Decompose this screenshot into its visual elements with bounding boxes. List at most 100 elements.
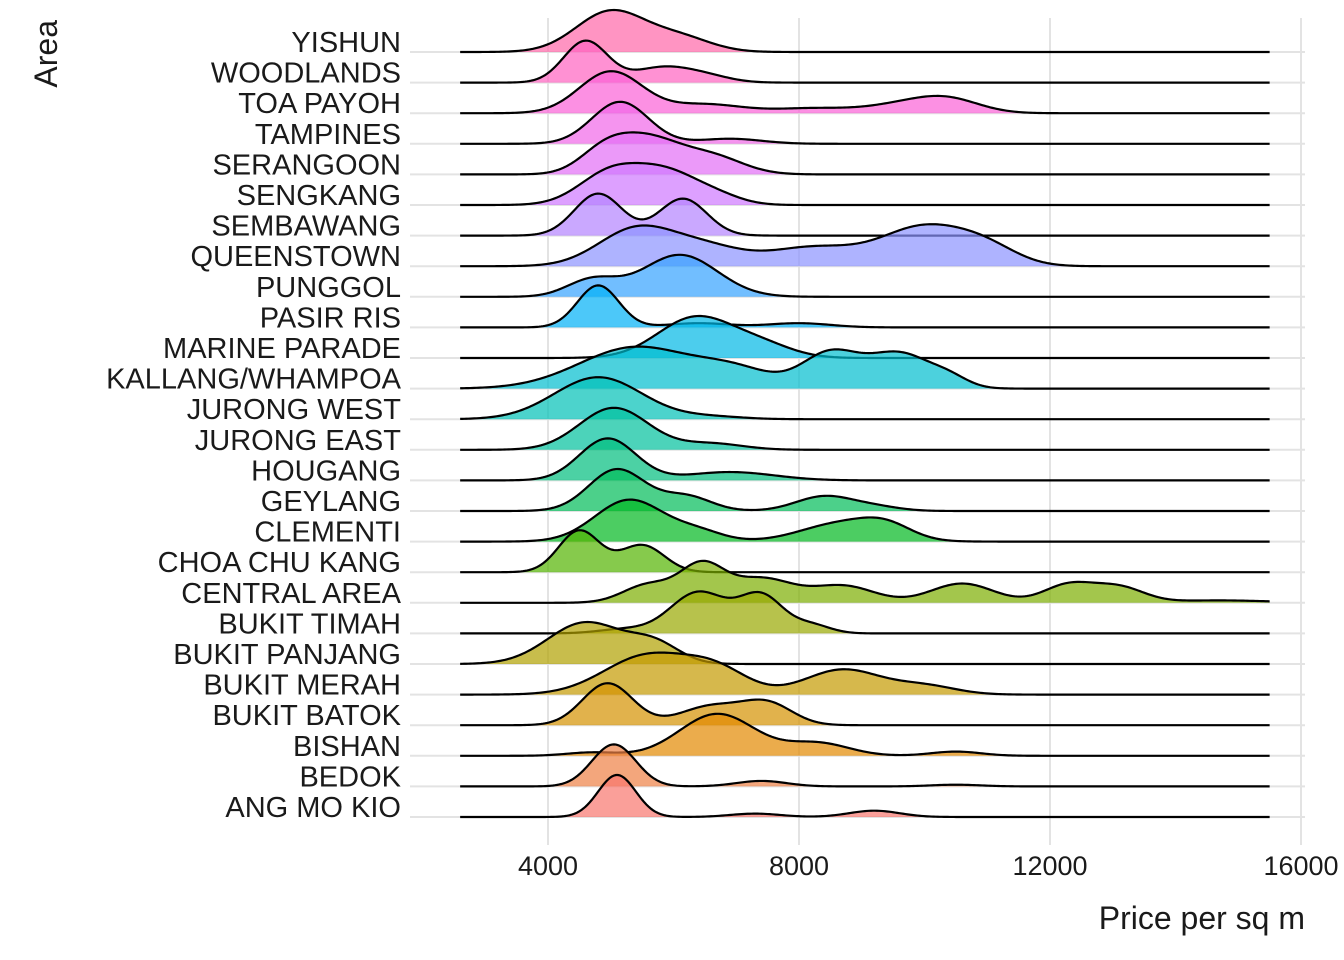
category-label: HOUGANG [251, 455, 401, 487]
ridge-area [460, 346, 1270, 389]
ridge-outline [460, 253, 1270, 298]
ridge-area [460, 407, 1270, 450]
ridge-bukit-panjang [460, 620, 1270, 666]
y-axis-title: Area [28, 20, 64, 88]
x-tick-label: 4000 [518, 851, 578, 881]
ridge-ang-mo-kio [460, 773, 1270, 819]
ridge-area [460, 469, 1270, 511]
ridge-outline [460, 284, 1270, 329]
ridge-hougang [460, 437, 1270, 482]
ridge-area [460, 499, 1270, 542]
ridge-area [460, 530, 1270, 573]
ridge-bukit-merah [460, 651, 1270, 696]
ridge-outline [460, 100, 1270, 145]
category-label: ANG MO KIO [225, 792, 401, 824]
ridge-outline [460, 70, 1270, 115]
ridge-outline [460, 192, 1270, 237]
ridge-jurong-east [460, 406, 1270, 451]
category-label: GEYLANG [261, 486, 401, 518]
category-label: SERANGOON [212, 149, 401, 181]
category-label: SENGKANG [237, 180, 401, 212]
ridge-area [460, 683, 1270, 726]
ridge-choa-chu-kang [460, 529, 1270, 574]
ridge-outline [460, 406, 1270, 451]
ridge-outline [460, 437, 1270, 482]
category-label: KALLANG/WHAMPOA [106, 364, 402, 396]
category-label: TAMPINES [255, 119, 401, 151]
ridge-area [460, 193, 1270, 236]
category-label: MARINE PARADE [163, 333, 401, 365]
ridge-area [460, 591, 1270, 634]
category-label: CHOA CHU KANG [158, 547, 401, 579]
ridge-bukit-batok [460, 682, 1270, 727]
ridge-toa-payoh [460, 70, 1270, 115]
ridge-outline [460, 467, 1270, 513]
x-tick-label: 16000 [1263, 851, 1338, 881]
ridge-area [460, 652, 1270, 695]
ridge-bishan [460, 712, 1270, 757]
ridge-area [460, 71, 1270, 114]
ridge-outline [460, 345, 1270, 390]
ridge-area [460, 744, 1270, 787]
ridge-area [460, 438, 1270, 481]
ridge-area [460, 775, 1270, 817]
ridge-kallang-whampoa [460, 345, 1270, 390]
ridge-area [460, 622, 1270, 664]
category-label: BUKIT MERAH [203, 670, 401, 702]
ridge-geylang [460, 467, 1270, 513]
x-tick-label: 8000 [769, 851, 829, 881]
category-label: JURONG WEST [187, 394, 402, 426]
ridge-outline [460, 682, 1270, 727]
category-label: BUKIT TIMAH [218, 608, 401, 640]
ridge-area [460, 10, 1270, 52]
ridge-outline [460, 712, 1270, 757]
ridge-outline [460, 8, 1270, 54]
ridge-outline [460, 131, 1270, 176]
category-label: PUNGGOL [256, 272, 401, 304]
ridge-outline [460, 651, 1270, 696]
ridge-area [460, 377, 1270, 420]
ridge-jurong-west [460, 376, 1270, 421]
ridge-outline [460, 620, 1270, 666]
ridge-pasir-ris [460, 284, 1270, 329]
category-label: BUKIT BATOK [212, 700, 401, 732]
category-label: BEDOK [299, 761, 401, 793]
ridge-outline [460, 376, 1270, 421]
ridge-outline [460, 39, 1270, 84]
ridge-clementi [460, 498, 1270, 543]
ridge-sembawang [460, 192, 1270, 237]
ridge-serangoon [460, 131, 1270, 176]
ridge-area [460, 224, 1270, 267]
ridge-outline [460, 498, 1270, 543]
ridge-outline [460, 529, 1270, 574]
category-label: CLEMENTI [254, 517, 401, 549]
category-label: BISHAN [293, 731, 401, 763]
category-label: CENTRAL AREA [181, 578, 401, 610]
ridge-outline [460, 559, 1270, 604]
category-label: YISHUN [291, 27, 401, 59]
ridge-bedok [460, 743, 1270, 788]
category-label: TOA PAYOH [238, 88, 401, 120]
ridge-outline [460, 223, 1270, 268]
x-tick-label: 12000 [1012, 851, 1087, 881]
ridge-area [460, 163, 1270, 205]
category-label: WOODLANDS [211, 58, 401, 90]
category-label: JURONG EAST [195, 425, 402, 457]
category-label: PASIR RIS [260, 302, 401, 334]
ridge-area [460, 101, 1270, 144]
ridge-area [460, 713, 1270, 756]
ridge-central-area [460, 559, 1270, 604]
category-label: SEMBAWANG [211, 211, 401, 243]
ridge-layer [460, 8, 1270, 819]
x-axis-title: Price per sq m [1099, 900, 1305, 936]
ridge-tampines [460, 100, 1270, 145]
ridge-queenstown [460, 223, 1270, 268]
category-label: QUEENSTOWN [190, 241, 401, 273]
ridge-yishun [460, 8, 1270, 54]
ridge-woodlands [460, 39, 1270, 84]
x-tick-labels: 4000 8000 12000 16000 [518, 851, 1339, 881]
ridge-area [460, 132, 1270, 175]
